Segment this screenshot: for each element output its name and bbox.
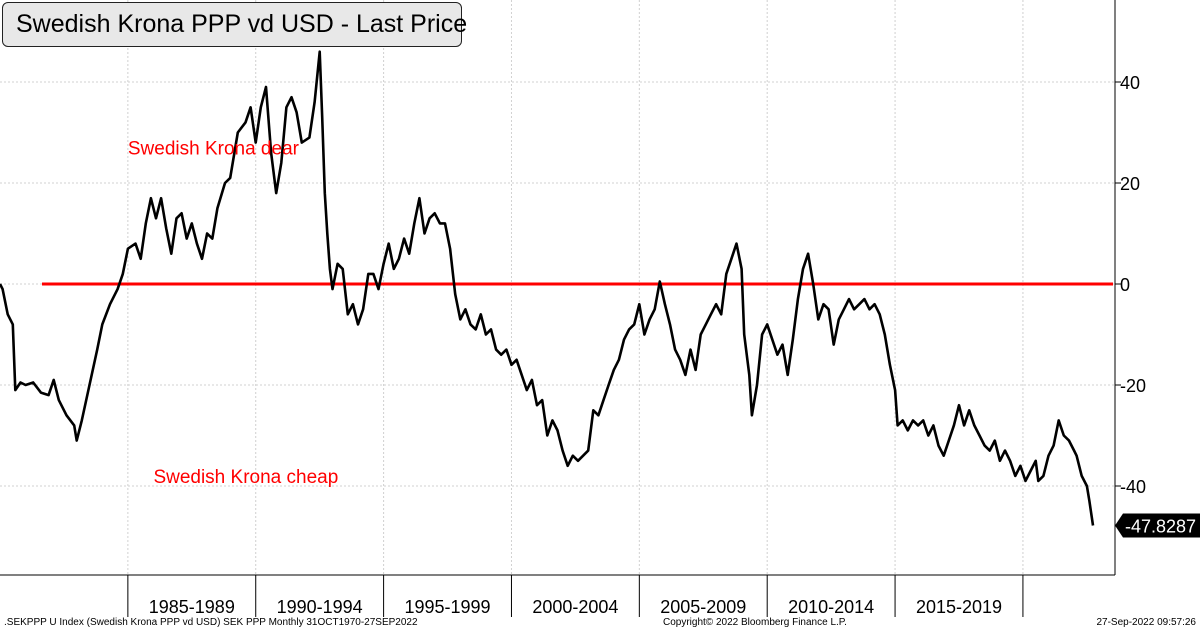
last-value-tag: -47.8287 bbox=[1115, 513, 1200, 538]
footer-security-info: .SEKPPP U Index (Swedish Krona PPP vd US… bbox=[4, 617, 418, 628]
y-tick-label: 20 bbox=[1120, 174, 1140, 194]
x-period-label: 1990-1994 bbox=[277, 597, 363, 617]
plot-background bbox=[0, 0, 1115, 575]
y-tick-label: 40 bbox=[1120, 73, 1140, 93]
footer-timestamp: 27-Sep-2022 09:57:26 bbox=[1096, 617, 1196, 628]
x-axis: 1985-1989 1990-1994 1995-1999 2000-2004 2005… bbox=[127, 575, 1024, 617]
y-axis: 40 20 0 -20 -40 bbox=[1115, 73, 1146, 497]
y-tick-label: 0 bbox=[1120, 275, 1130, 295]
x-period-label: 2015-2019 bbox=[916, 597, 1002, 617]
annotations: Swedish Krona dear Swedish Krona cheap bbox=[128, 139, 338, 488]
annotation-label: Swedish Krona cheap bbox=[153, 467, 338, 488]
legend: Swedish Krona PPP vd USD - Last Price bbox=[2, 2, 467, 47]
x-period-label: 1985-1989 bbox=[149, 597, 235, 617]
x-period-label: 2010-2014 bbox=[788, 597, 874, 617]
last-value-box bbox=[1115, 513, 1200, 538]
x-period-label: 2005-2009 bbox=[660, 597, 746, 617]
x-period-label: 1995-1999 bbox=[404, 597, 490, 617]
footer-copyright: Copyright© 2022 Bloomberg Finance L.P. bbox=[663, 617, 847, 628]
annotation-label: Swedish Krona dear bbox=[128, 139, 300, 160]
x-period-label: 2000-2004 bbox=[532, 597, 618, 617]
y-tick-label: -20 bbox=[1120, 376, 1146, 396]
legend-label: Swedish Krona PPP vd USD - Last Price bbox=[16, 10, 468, 38]
y-tick-label: -40 bbox=[1120, 477, 1146, 497]
series-line bbox=[0, 50, 1095, 526]
last-value-label: -47.8287 bbox=[1125, 517, 1196, 537]
